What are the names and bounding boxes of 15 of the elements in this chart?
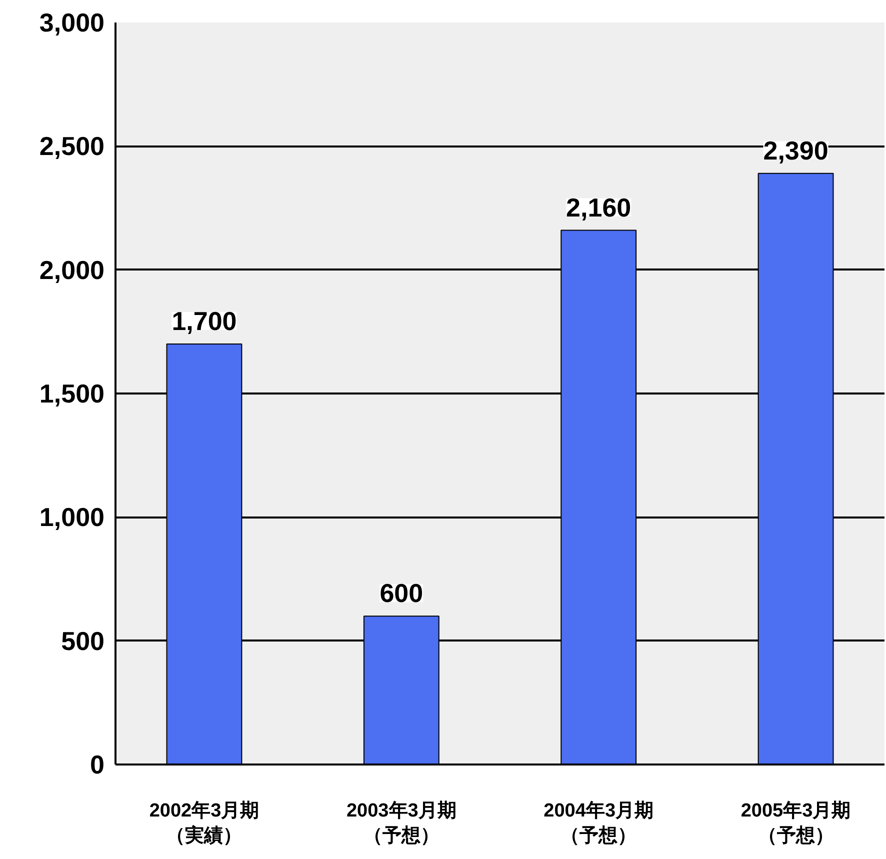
y-tick-label: 3,000 <box>39 8 105 38</box>
y-tick-label: 500 <box>61 626 105 656</box>
y-tick-label: 2,000 <box>39 254 105 285</box>
y-tick-label: 1,500 <box>39 378 105 408</box>
x-tick-label: 2004年3月期（予想） <box>544 800 654 847</box>
y-tick-label: 1,000 <box>39 502 105 532</box>
x-tick-label: 2005年3月期（予想） <box>740 800 851 847</box>
data-label: 2,390 <box>763 135 828 166</box>
data-label: 600 <box>380 578 424 608</box>
y-tick-label: 2,500 <box>39 131 105 162</box>
y-tick-label: 0 <box>90 750 105 780</box>
x-tick-label: 2003年3月期（予想） <box>346 800 456 847</box>
x-tick-label: 2002年3月期（実績） <box>149 800 260 847</box>
data-label: 1,700 <box>172 306 237 336</box>
data-label: 2,160 <box>566 192 632 222</box>
